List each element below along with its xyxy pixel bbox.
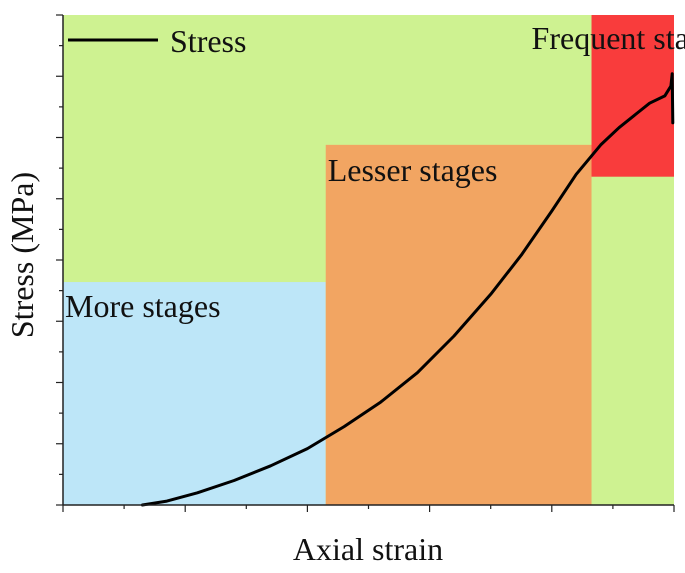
stress-curve xyxy=(140,72,675,507)
legend-label: Stress xyxy=(170,23,246,59)
y-axis-label: Stress (MPa) xyxy=(4,172,40,338)
region-label-lesser-stages: Lesser stages xyxy=(328,152,498,188)
region-lesser-stages xyxy=(325,144,592,505)
region-label-more-stages: More stages xyxy=(65,288,221,324)
stage-regions xyxy=(63,15,674,505)
region-more-stages xyxy=(63,282,326,505)
x-axis-label: Axial strain xyxy=(293,531,443,567)
region-frequent-stages xyxy=(591,15,674,177)
stage-region-labels: More stages Lesser stages Frequent stages xyxy=(65,20,685,324)
region-label-frequent-stages: Frequent stages xyxy=(532,20,685,56)
